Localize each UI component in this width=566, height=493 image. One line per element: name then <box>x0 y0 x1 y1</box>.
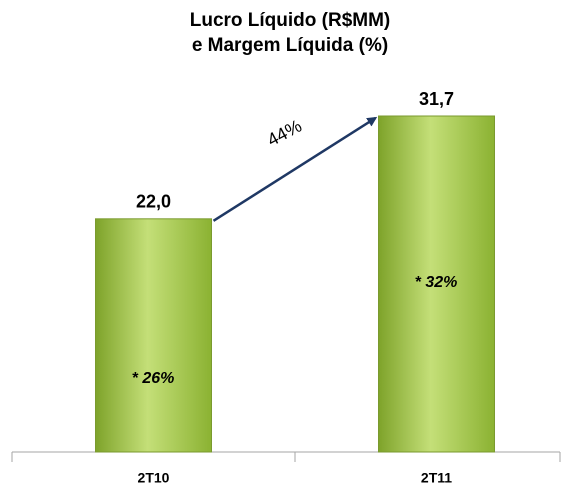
chart-title: Lucro Líquido (R$MM) <box>190 10 391 31</box>
margin-label: * 26% <box>132 370 175 387</box>
growth-arrow <box>212 116 378 222</box>
chart-title: e Margem Líquida (%) <box>192 35 388 56</box>
x-tick-label: 2T11 <box>421 470 452 486</box>
value-label: 22,0 <box>136 192 171 212</box>
x-tick-label: 2T10 <box>138 470 170 486</box>
bar <box>95 218 212 453</box>
value-label: 31,7 <box>419 89 454 109</box>
bar <box>378 115 495 453</box>
margin-label: * 32% <box>415 274 458 291</box>
growth-label: 44% <box>264 116 305 151</box>
